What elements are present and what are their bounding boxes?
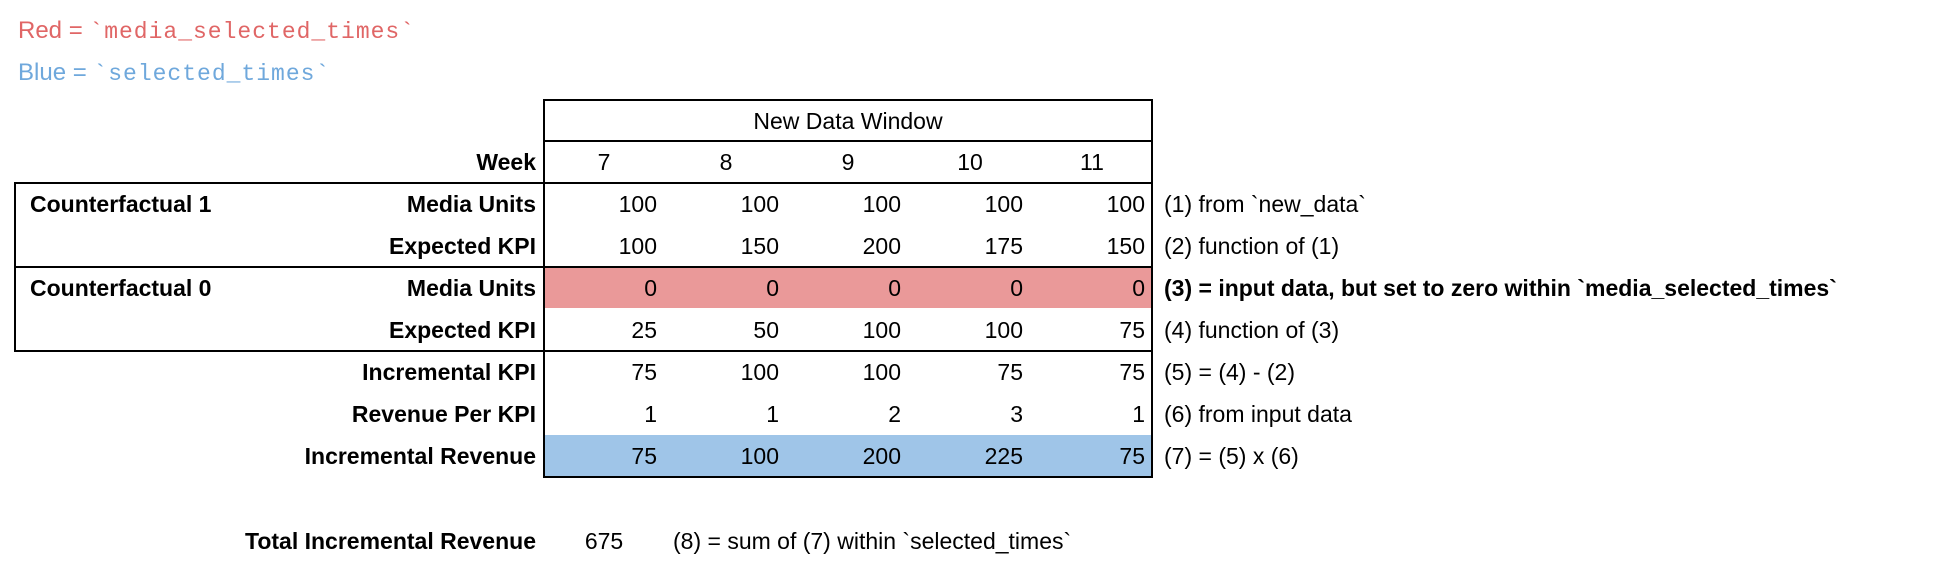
row-note-2: (2) function of (1) [1164,233,1340,259]
table-row-revenue-per-kpi: 1 1 2 3 1 [543,393,1153,435]
table-row-expected-kpi-cf1: 100 150 200 175 150 [543,225,1153,267]
table-row-incremental-kpi: 75 100 100 75 75 [543,351,1153,393]
row-label-media-units-cf0: Media Units [406,275,536,301]
table-cell: 200 [862,233,901,259]
table-cell: 100 [984,191,1023,217]
new-data-window-header: New Data Window [753,108,943,134]
table-cell: 100 [862,191,901,217]
table-cell: 225 [984,443,1023,469]
row-note-4: (4) function of (3) [1164,317,1340,343]
legend-red-code: `media_selected_times` [89,19,416,45]
week-value: 11 [1080,149,1104,175]
table-cell: 1 [766,401,779,427]
table-cell: 100 [1106,191,1145,217]
table-cell: 150 [740,233,779,259]
counterfactual-0-box [14,266,545,352]
table-cell: 0 [766,275,779,301]
table-cell: 75 [631,359,657,385]
table-cell: 100 [618,191,657,217]
week-row-label: Week [476,149,536,175]
table-cell: 100 [862,317,901,343]
row-label-revenue-per-kpi: Revenue Per KPI [351,401,536,427]
week-value: 7 [597,149,611,175]
row-note-5: (5) = (4) - (2) [1164,359,1295,385]
blue-highlight-row [545,435,1151,476]
legend-blue-code: `selected_times` [93,61,331,87]
table-cell: 175 [984,233,1023,259]
table-cell: 75 [1119,317,1145,343]
total-note-8: (8) = sum of (7) within `selected_times` [673,528,1072,554]
header-divider-line [543,140,1153,142]
row-note-7: (7) = (5) x (6) [1164,443,1299,469]
total-incremental-revenue-value: 675 [584,528,624,554]
table-cell: 100 [618,233,657,259]
total-incremental-revenue-label: Total Incremental Revenue [245,528,536,554]
cf0-divider-line [543,350,1153,352]
table-row-incremental-revenue: 75 100 200 225 75 [543,435,1153,477]
table-cell: 100 [740,443,779,469]
table-cell: 75 [631,443,657,469]
week-value: 8 [719,149,733,175]
row-label-incremental-revenue: Incremental Revenue [304,443,536,469]
week-value: 10 [957,149,983,175]
legend-blue-line: Blue = `selected_times` [18,58,330,89]
row-note-6: (6) from input data [1164,401,1352,427]
table-cell: 100 [740,359,779,385]
table-cell: 0 [888,275,901,301]
legend-red-line: Red = `media_selected_times` [18,16,415,47]
table-cell: 75 [997,359,1023,385]
group-label-counterfactual-1: Counterfactual 1 [30,191,212,217]
row-note-3: (3) = input data, but set to zero within… [1164,275,1837,301]
row-label-expected-kpi-cf0: Expected KPI [389,317,536,343]
table-cell: 3 [1010,401,1023,427]
table-cell: 75 [1119,443,1145,469]
table-cell: 200 [862,443,901,469]
row-label-media-units-cf1: Media Units [406,191,536,217]
legend-red-equals: = [62,17,90,44]
table-cell: 75 [1119,359,1145,385]
table-cell: 50 [753,317,779,343]
row-label-expected-kpi-cf1: Expected KPI [389,233,536,259]
table-row-media-units-cf0: 0 0 0 0 0 [543,267,1153,309]
legend-blue-word: Blue [18,59,67,86]
table-cell: 25 [631,317,657,343]
group-label-counterfactual-0: Counterfactual 0 [30,275,212,301]
table-cell: 150 [1106,233,1145,259]
table-row-media-units-cf1: 100 100 100 100 100 [543,183,1153,225]
red-highlight-row [545,268,1151,308]
table-cell: 100 [740,191,779,217]
table-cell: 1 [644,401,657,427]
week-divider-line [543,182,1153,184]
table-cell: 1 [1132,401,1145,427]
week-header-row: 7 8 9 10 11 [543,141,1153,183]
table-row-expected-kpi-cf0: 25 50 100 100 75 [543,309,1153,351]
week-value: 9 [841,149,855,175]
cf1-divider-line [543,266,1153,268]
legend-red-word: Red [18,17,63,44]
row-label-incremental-kpi: Incremental KPI [362,359,536,385]
row-note-1: (1) from `new_data` [1164,191,1366,217]
table-cell: 0 [1010,275,1023,301]
table-cell: 100 [984,317,1023,343]
table-cell: 100 [862,359,901,385]
table-cell: 0 [1132,275,1145,301]
legend-blue-equals: = [66,59,94,86]
table-cell: 2 [888,401,901,427]
table-cell: 0 [644,275,657,301]
